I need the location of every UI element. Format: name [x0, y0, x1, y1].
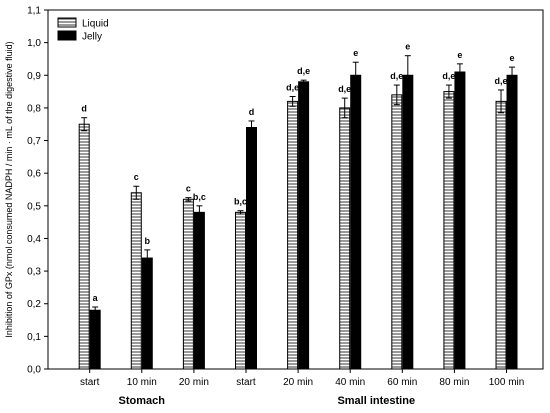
legend-swatch-jelly — [57, 30, 77, 41]
significance-label: b,c — [193, 192, 206, 202]
x-tick-label: 20 min — [179, 377, 209, 388]
bar-jelly-4 — [298, 81, 310, 370]
bar-jelly-0 — [89, 309, 101, 370]
bar-jelly-5 — [350, 74, 362, 370]
bar-jelly-2 — [193, 211, 205, 370]
significance-label: a — [93, 293, 99, 303]
y-tick-label: 0,4 — [27, 234, 41, 245]
y-tick-label: 0,5 — [27, 201, 41, 212]
x-tick-label: start — [80, 377, 100, 388]
bar-jelly-8 — [506, 74, 518, 370]
y-tick-label: 0,8 — [27, 103, 41, 114]
y-tick-label: 0,6 — [27, 169, 41, 180]
bar-liquid-6 — [391, 94, 403, 370]
bar-jelly-3 — [246, 126, 257, 370]
significance-label: d — [249, 107, 255, 117]
significance-label: b — [145, 236, 151, 246]
legend-label-jelly: Jelly — [82, 32, 102, 43]
x-tick-label: 100 min — [489, 377, 525, 388]
significance-label: d,e — [286, 82, 299, 92]
y-tick-label: 0,1 — [27, 332, 41, 343]
legend-swatch-liquid — [57, 17, 77, 28]
x-tick-label: 40 min — [335, 377, 365, 388]
bar-liquid-4 — [287, 100, 299, 370]
x-tick-label: 60 min — [387, 377, 417, 388]
bar-liquid-1 — [130, 192, 142, 370]
bar-liquid-0 — [78, 123, 90, 370]
bar-jelly-7 — [454, 71, 466, 370]
significance-label: e — [353, 48, 358, 58]
x-tick-label: 80 min — [439, 377, 469, 388]
significance-label: c — [186, 184, 191, 194]
bar-jelly-6 — [402, 74, 414, 370]
x-tick-label: 10 min — [127, 377, 157, 388]
legend-label-liquid: Liquid — [82, 19, 109, 30]
significance-label: b,c — [234, 197, 247, 207]
significance-label: d,e — [495, 76, 508, 86]
y-tick-label: 0,7 — [27, 136, 41, 147]
significance-label: d,e — [297, 66, 310, 76]
bar-liquid-3 — [235, 211, 246, 370]
y-tick-label: 0,2 — [27, 299, 41, 310]
bar-liquid-2 — [182, 198, 194, 370]
y-tick-label: 0,0 — [27, 365, 41, 376]
significance-label: e — [405, 42, 410, 52]
group-label: Small intestine — [337, 395, 415, 407]
significance-label: e — [457, 50, 462, 60]
y-tick-label: 0,9 — [27, 71, 41, 82]
y-tick-label: 0,3 — [27, 267, 41, 278]
bar-liquid-8 — [495, 100, 507, 370]
x-tick-label: start — [236, 377, 256, 388]
significance-label: e — [510, 53, 515, 63]
significance-label: d,e — [338, 84, 351, 94]
significance-label: d,e — [390, 71, 403, 81]
group-label: Stomach — [119, 395, 166, 407]
y-tick-label: 1,0 — [27, 38, 41, 49]
plot-area: 0,0 0,1 0,2 0,3 0,4 0,5 0,6 0,7 0,8 0,9 1,0 1,1 Inhi… — [4, 6, 544, 407]
y-axis-label: Inhibition of GPx (nmol consumed NADPH /… — [4, 41, 14, 337]
bar-liquid-5 — [339, 107, 351, 370]
significance-label: c — [134, 172, 139, 182]
bar-liquid-7 — [443, 91, 455, 370]
significance-label: d — [81, 104, 87, 114]
bar-jelly-1 — [141, 257, 153, 370]
x-tick-label: 20 min — [283, 377, 313, 388]
y-tick-label: 1,1 — [27, 6, 41, 17]
significance-label: d,e — [442, 71, 455, 81]
